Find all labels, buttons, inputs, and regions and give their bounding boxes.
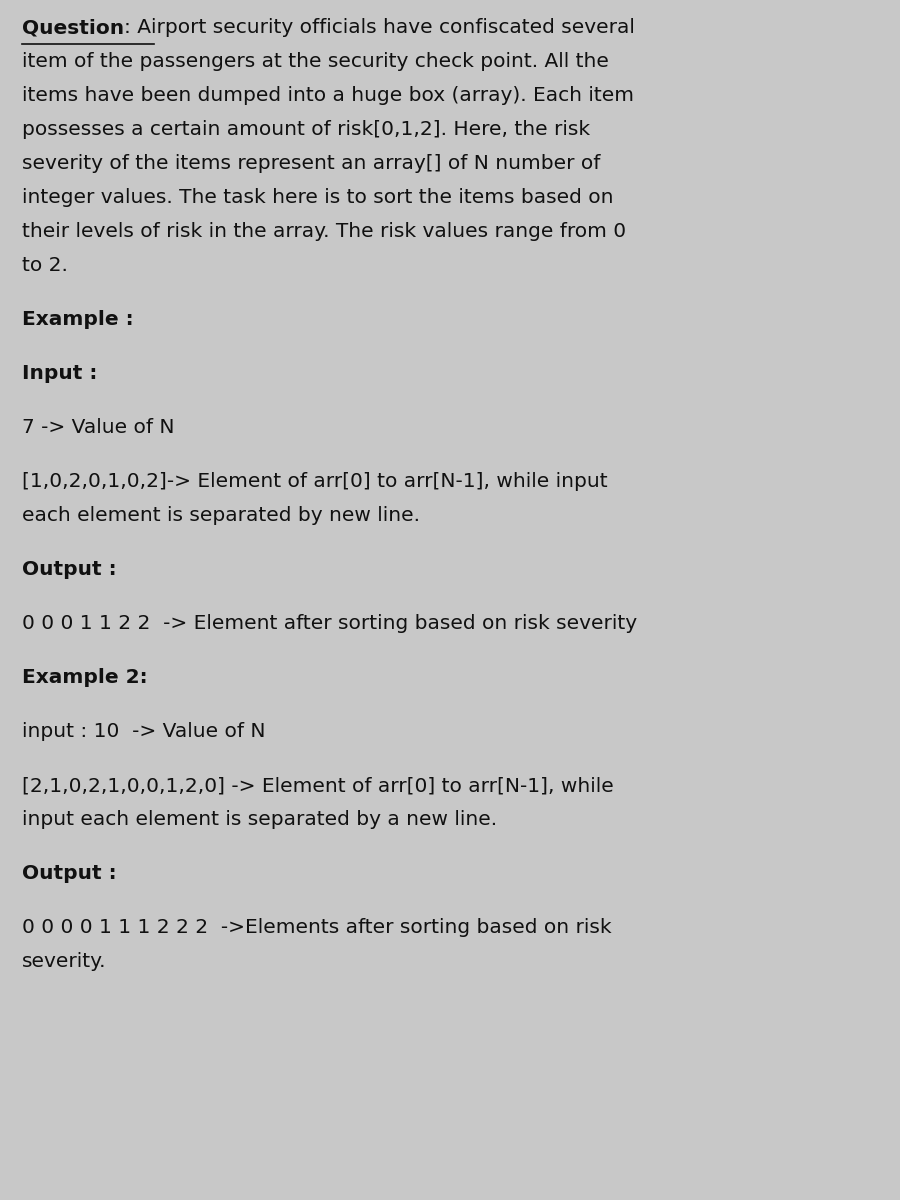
Text: 7 -> Value of N: 7 -> Value of N <box>22 418 175 437</box>
Text: their levels of risk in the array. The risk values range from 0: their levels of risk in the array. The r… <box>22 222 626 241</box>
Text: to 2.: to 2. <box>22 256 68 275</box>
Text: possesses a certain amount of risk[0,1,2]. Here, the risk: possesses a certain amount of risk[0,1,2… <box>22 120 590 139</box>
Text: : Airport security officials have confiscated several: : Airport security officials have confis… <box>124 18 635 37</box>
Text: Output :: Output : <box>22 560 117 578</box>
Text: severity.: severity. <box>22 952 106 971</box>
Text: Output :: Output : <box>22 864 117 883</box>
Text: input : 10  -> Value of N: input : 10 -> Value of N <box>22 722 266 740</box>
Text: Input :: Input : <box>22 364 97 383</box>
Text: [2,1,0,2,1,0,0,1,2,0] -> Element of arr[0] to arr[N-1], while: [2,1,0,2,1,0,0,1,2,0] -> Element of arr[… <box>22 776 614 794</box>
Text: Example 2:: Example 2: <box>22 668 148 686</box>
Text: integer values. The task here is to sort the items based on: integer values. The task here is to sort… <box>22 188 614 206</box>
Text: items have been dumped into a huge box (array). Each item: items have been dumped into a huge box (… <box>22 86 634 104</box>
Text: Question: Question <box>22 18 124 37</box>
Text: item of the passengers at the security check point. All the: item of the passengers at the security c… <box>22 52 609 71</box>
Text: each element is separated by new line.: each element is separated by new line. <box>22 506 420 526</box>
Text: input each element is separated by a new line.: input each element is separated by a new… <box>22 810 497 829</box>
Text: 0 0 0 0 1 1 1 2 2 2  ->Elements after sorting based on risk: 0 0 0 0 1 1 1 2 2 2 ->Elements after sor… <box>22 918 612 937</box>
Text: Example :: Example : <box>22 310 133 329</box>
Text: 0 0 0 1 1 2 2  -> Element after sorting based on risk severity: 0 0 0 1 1 2 2 -> Element after sorting b… <box>22 614 637 634</box>
Text: [1,0,2,0,1,0,2]-> Element of arr[0] to arr[N-1], while input: [1,0,2,0,1,0,2]-> Element of arr[0] to a… <box>22 472 608 491</box>
Text: severity of the items represent an array[] of N number of: severity of the items represent an array… <box>22 154 600 173</box>
